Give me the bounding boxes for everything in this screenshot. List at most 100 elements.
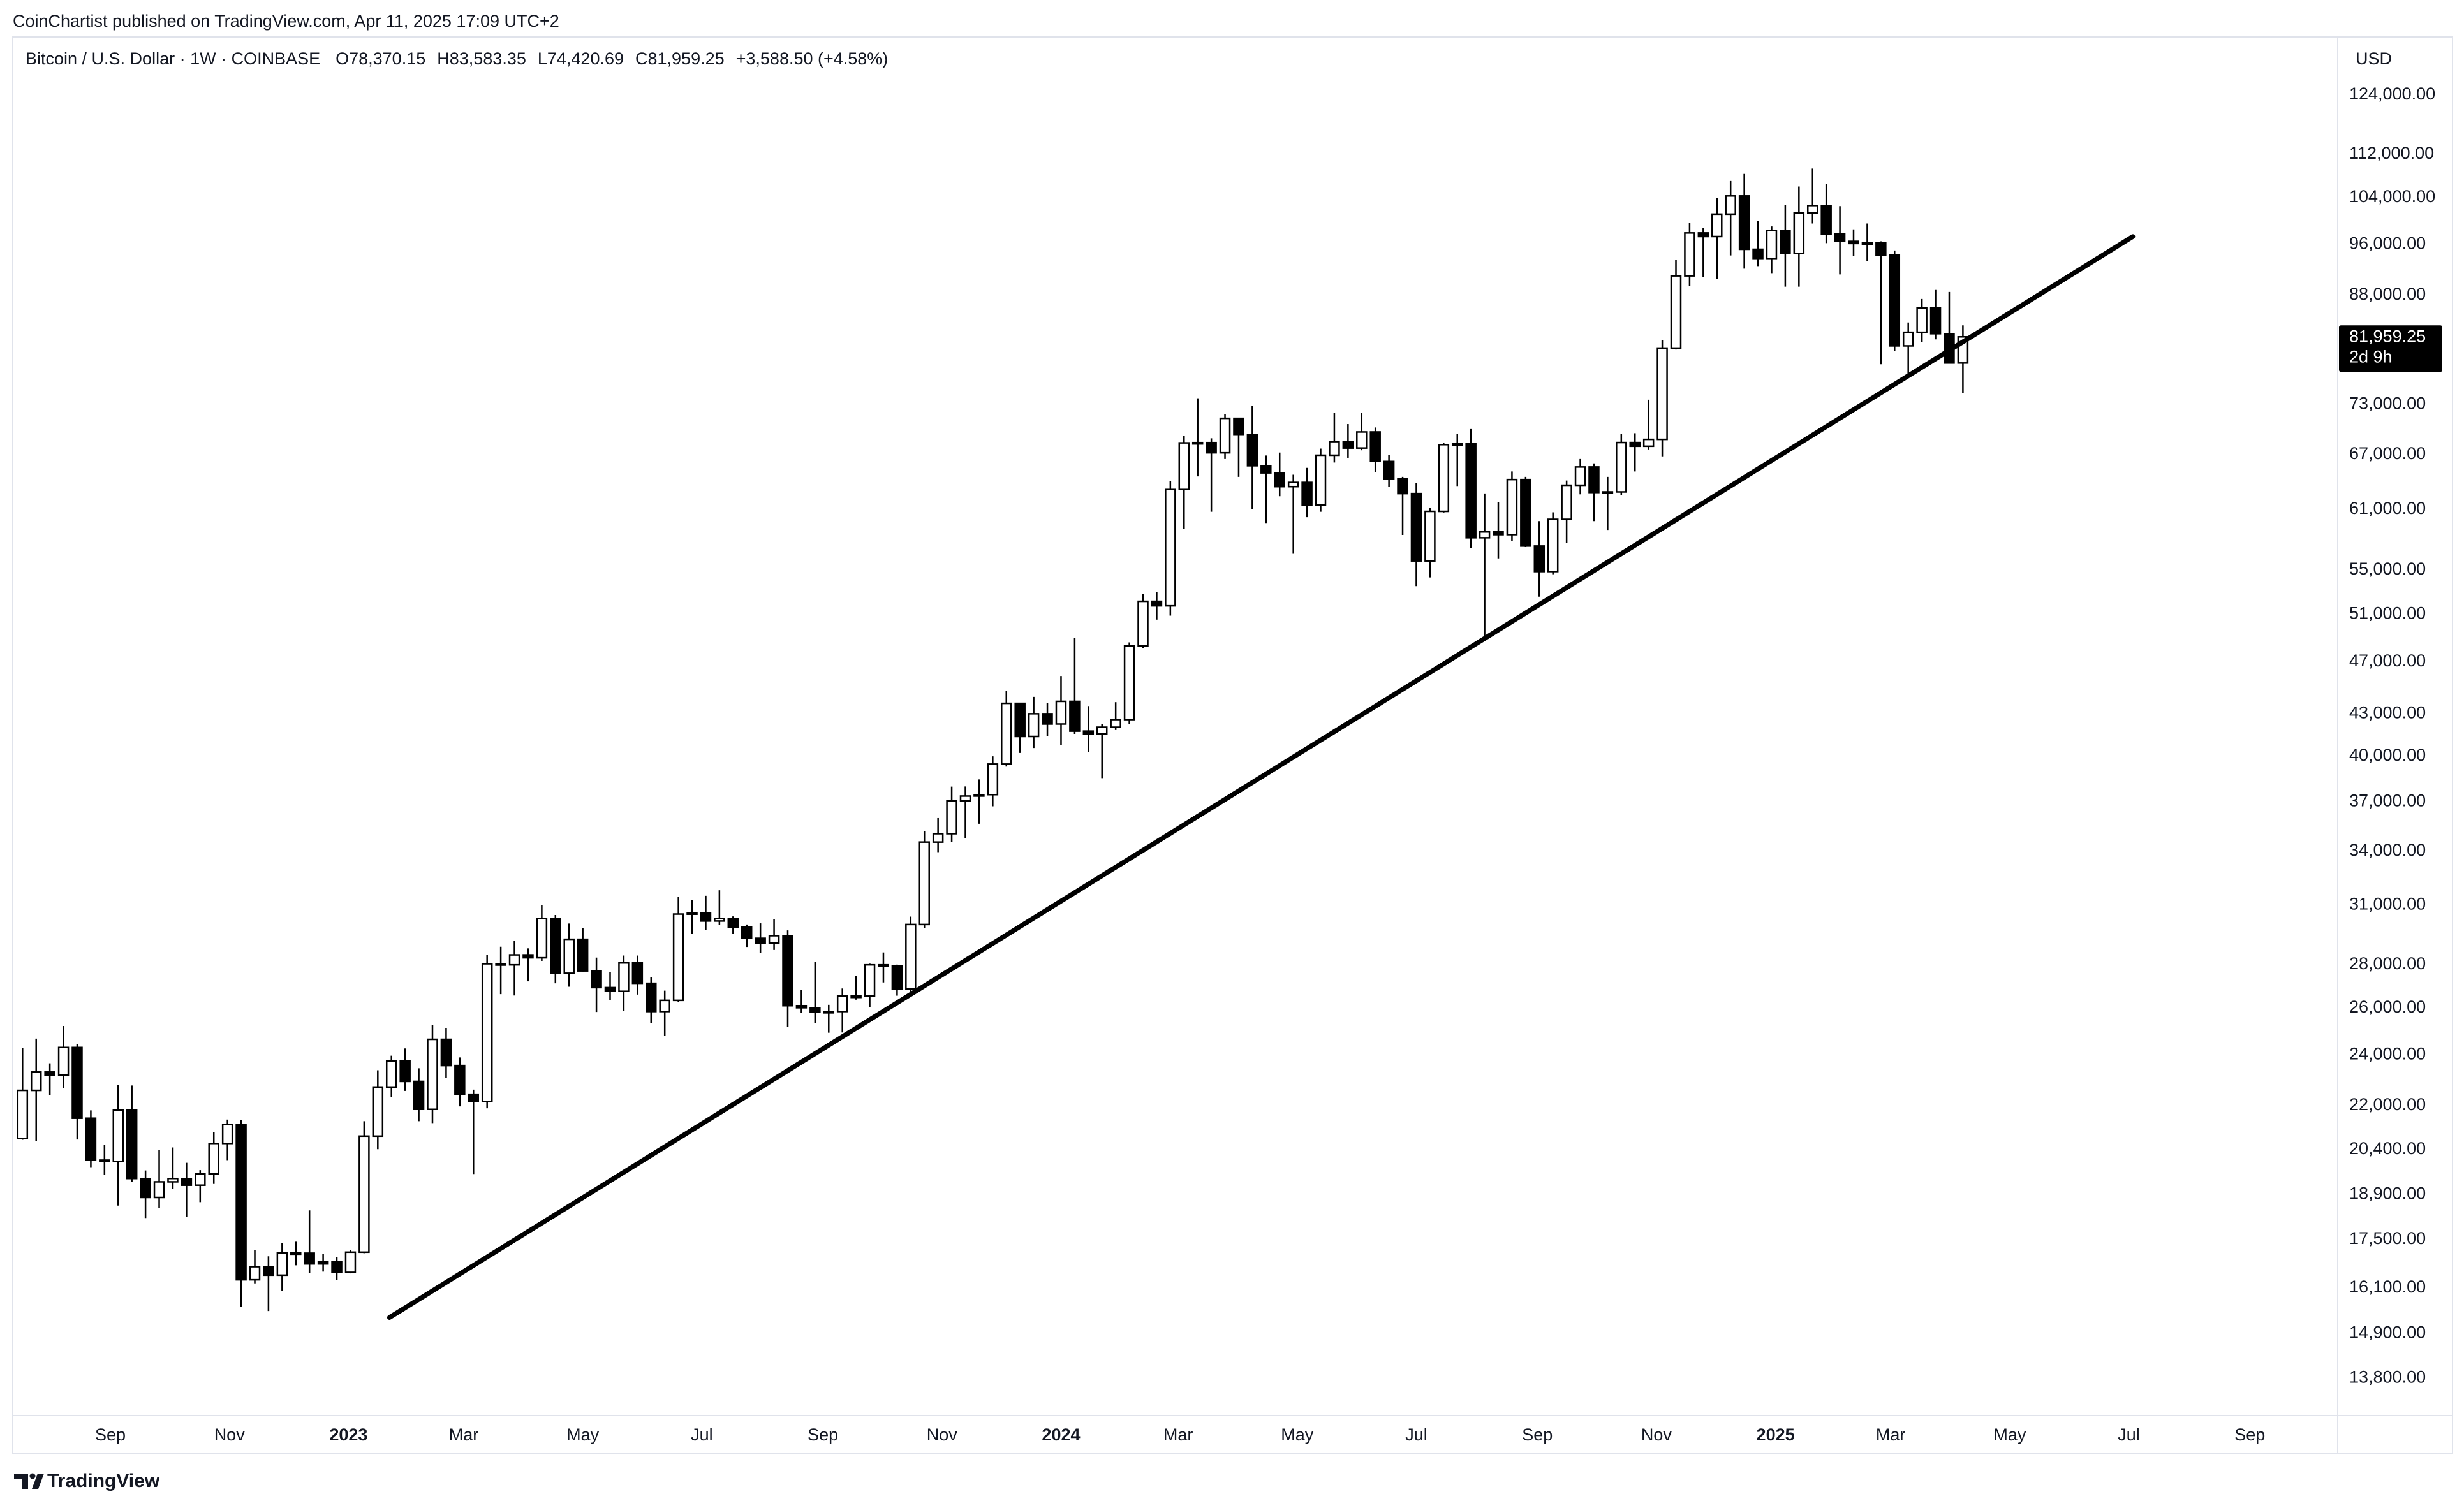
- tradingview-logo: [14, 1473, 44, 1489]
- candle-body: [550, 918, 561, 974]
- bar-countdown: 2d 9h: [2349, 347, 2393, 366]
- candle-body: [1246, 434, 1258, 467]
- candle-body: [1397, 478, 1408, 495]
- candle-body: [1356, 431, 1368, 449]
- candle-body: [1561, 484, 1572, 520]
- candle-body: [30, 1071, 42, 1092]
- candle-body: [878, 963, 889, 967]
- candle-body: [1848, 240, 1859, 245]
- candle-body: [563, 938, 575, 974]
- last-price-tag: [2339, 325, 2442, 372]
- candle-body: [304, 1252, 315, 1265]
- candle-body: [659, 999, 670, 1013]
- y-tick-label: 13,800.00: [2349, 1368, 2426, 1387]
- candle-body: [1191, 441, 1204, 445]
- candle-body: [1055, 700, 1067, 725]
- candle-body: [604, 986, 616, 992]
- candle-body: [413, 1080, 425, 1111]
- candle-body: [577, 938, 589, 972]
- x-tick-label: Jul: [2118, 1425, 2140, 1444]
- x-tick-label: 2025: [1757, 1425, 1795, 1444]
- candle-body: [1793, 212, 1805, 255]
- candle-body: [440, 1038, 452, 1067]
- candle-body: [1465, 443, 1477, 539]
- candle-body: [1616, 441, 1627, 493]
- candle-body: [1588, 466, 1600, 494]
- y-tick-label: 22,000.00: [2349, 1095, 2426, 1114]
- candle-body: [591, 970, 602, 989]
- x-tick-label: Nov: [1641, 1425, 1672, 1444]
- candle-body: [1806, 205, 1818, 214]
- candle-body: [1752, 248, 1764, 260]
- candle-body: [1274, 472, 1285, 488]
- x-tick-label: Nov: [214, 1425, 246, 1444]
- y-tick-label: 26,000.00: [2349, 997, 2426, 1016]
- candle-body: [536, 918, 548, 959]
- y-tick-label: 17,500.00: [2349, 1229, 2426, 1248]
- price-axis-unit: USD: [2356, 49, 2392, 68]
- candle-body: [358, 1135, 370, 1254]
- candle-body: [1042, 713, 1053, 725]
- y-tick-label: 20,400.00: [2349, 1139, 2426, 1158]
- candle-body: [1820, 205, 1832, 235]
- candle-body: [1834, 233, 1846, 242]
- candle-body: [809, 1007, 821, 1013]
- candle-body: [331, 1261, 343, 1273]
- candle-body: [1861, 242, 1873, 245]
- candle-body: [385, 1060, 397, 1088]
- candle-body: [1329, 441, 1340, 457]
- candle-body: [276, 1252, 288, 1277]
- y-tick-label: 104,000.00: [2349, 187, 2435, 206]
- candle-body: [700, 912, 712, 922]
- candle-body: [782, 935, 793, 1007]
- candle-body: [1629, 441, 1641, 448]
- y-tick-label: 73,000.00: [2349, 394, 2426, 413]
- candle-body: [1001, 702, 1012, 765]
- symbol-header: O78,370.15: [336, 49, 425, 68]
- x-tick-label: Sep: [2234, 1425, 2265, 1444]
- candle-body: [864, 963, 876, 997]
- candle-body: [959, 795, 971, 802]
- candle-body: [208, 1143, 219, 1175]
- candle-body: [686, 912, 698, 915]
- candle-body: [1369, 431, 1381, 462]
- candle-body: [1929, 307, 1942, 335]
- candle-body: [249, 1266, 261, 1281]
- y-tick-label: 40,000.00: [2349, 745, 2426, 765]
- candle-body: [836, 995, 848, 1013]
- candle-body: [1738, 195, 1750, 251]
- y-tick-label: 96,000.00: [2349, 233, 2426, 253]
- symbol-header: Bitcoin / U.S. Dollar · 1W · COINBASE: [26, 49, 320, 68]
- candle-body: [495, 963, 506, 966]
- candle-body: [987, 763, 999, 796]
- candle-body: [1670, 275, 1682, 349]
- published-note: CoinChartist published on TradingView.co…: [13, 11, 559, 31]
- candle-body: [263, 1266, 274, 1277]
- candle-body: [1479, 531, 1491, 539]
- candle-body: [44, 1071, 55, 1076]
- symbol-header: C81,959.25: [635, 49, 725, 68]
- candle-body: [1151, 600, 1163, 607]
- candle-body: [153, 1181, 165, 1199]
- candle-body: [1889, 254, 1901, 347]
- candle-body: [1780, 230, 1791, 255]
- candle-body: [1165, 488, 1176, 607]
- candle-body: [727, 918, 739, 928]
- candle-body: [71, 1046, 83, 1119]
- candle-body: [221, 1124, 233, 1145]
- candle-body: [1725, 195, 1736, 216]
- trendline: [387, 234, 2136, 1320]
- candle-body: [973, 793, 985, 797]
- candle-body: [1547, 518, 1559, 573]
- x-tick-label: Sep: [808, 1425, 838, 1444]
- candle-body: [1123, 645, 1135, 721]
- y-tick-label: 16,100.00: [2349, 1277, 2426, 1296]
- candle-body: [714, 918, 725, 922]
- x-tick-label: Mar: [449, 1425, 479, 1444]
- y-tick-label: 14,900.00: [2349, 1322, 2426, 1342]
- candle-body: [1766, 230, 1778, 260]
- x-tick-label: May: [1993, 1425, 2026, 1444]
